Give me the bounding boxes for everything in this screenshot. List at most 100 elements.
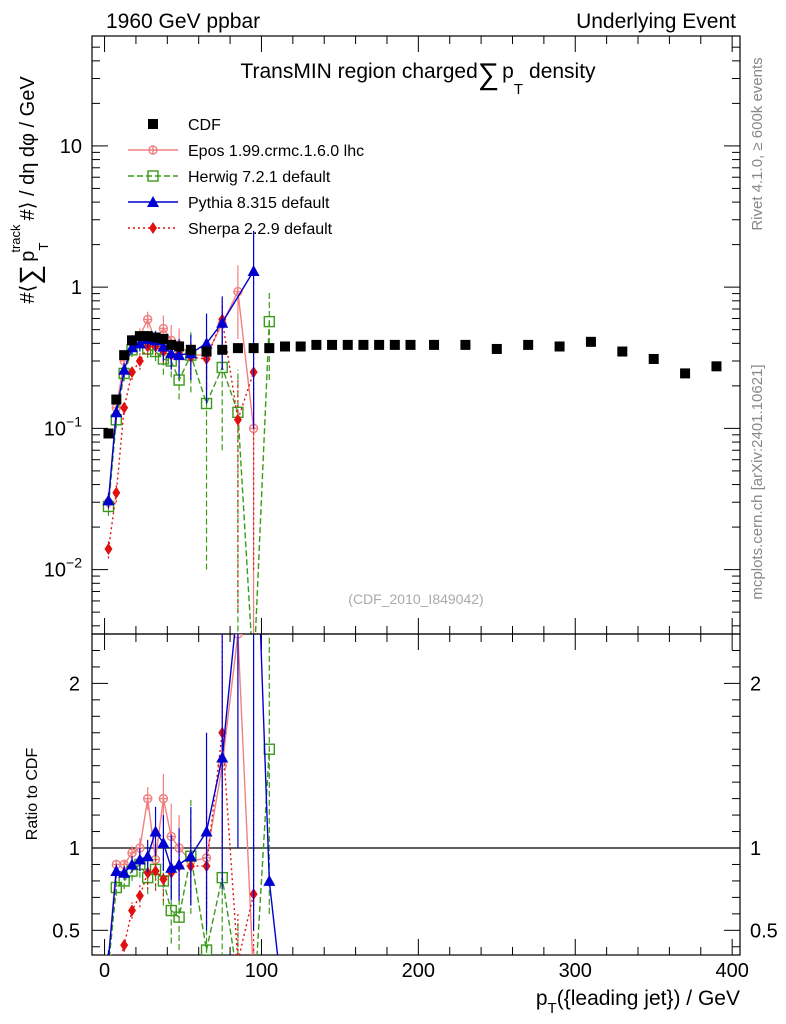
main-point-sherpa: [135, 354, 144, 367]
main-point-pythia: [173, 349, 186, 361]
main-ytick-label: 10−1: [44, 413, 82, 440]
ratio-point-pythia: [118, 866, 131, 878]
main-point-cdf: [248, 343, 259, 354]
x-axis-label: pT({leading jet}) / GeV: [536, 987, 740, 1017]
legend-marker-epos: [148, 145, 158, 155]
ratio-series: [104, 634, 279, 1018]
ratio-point-sherpa: [128, 904, 137, 917]
main-point-cdf: [119, 350, 130, 361]
main-point-sherpa: [128, 366, 137, 379]
main-point-cdf: [174, 341, 185, 352]
legend-item-sherpa: Sherpa 2.2.9 default: [128, 221, 333, 238]
ratio-point-pythia: [216, 751, 229, 763]
main-point-cdf: [617, 346, 628, 357]
ratio-point-herwig: [110, 881, 123, 894]
main-point-cdf: [158, 333, 169, 344]
main-point-cdf: [358, 339, 369, 350]
ratio-point-sherpa: [120, 939, 129, 952]
main-point-pythia: [110, 406, 123, 418]
main-series-epos: [103, 265, 259, 634]
watermark: (CDF_2010_I849042): [348, 591, 483, 607]
main-point-cdf: [103, 428, 114, 439]
legend: CDF Epos 1.99.crmc.1.6.0 lhc Herwig 7.2.1 …: [128, 117, 364, 238]
main-point-herwig: [263, 315, 275, 328]
main-point-sherpa: [120, 401, 129, 414]
legend-label: Epos 1.99.crmc.1.6.0 lhc: [188, 143, 364, 160]
main-point-cdf: [374, 339, 385, 350]
ratio-point-herwig: [249, 1008, 259, 1018]
ratio-ytick-label-right: 2: [750, 673, 761, 695]
ratio-line-epos: [108, 634, 254, 955]
ratio-point-pythia: [141, 850, 154, 862]
main-ytick-label: 10: [60, 136, 82, 158]
legend-item-epos: Epos 1.99.crmc.1.6.0 lhc: [128, 143, 364, 160]
ratio-point-sherpa: [159, 873, 168, 886]
legend-label: CDF: [188, 117, 221, 134]
main-ytick-label: 10−2: [44, 555, 82, 582]
mcplots-label: mcplots.cern.ch [arXiv:2401.10621]: [749, 364, 766, 599]
ratio-series-pythia: [106, 634, 279, 955]
ratio-point-pythia: [149, 825, 162, 837]
legend-marker-cdf: [148, 119, 158, 129]
main-series: [102, 230, 722, 634]
main-point-cdf: [185, 344, 196, 355]
header-right: Underlying Event: [576, 10, 736, 33]
ratio-series-epos: [105, 634, 255, 955]
ratio-ylabel: Ratio to CDF: [24, 748, 41, 841]
main-point-cdf: [142, 331, 153, 342]
ratio-point-sherpa: [104, 982, 112, 994]
main-point-cdf: [711, 361, 722, 372]
ratio-point-herwig: [200, 944, 213, 955]
x-tick-label: 200: [402, 960, 435, 982]
ratio-panel: Ratio to CDF pT({leading jet}) / GeV 0.5…: [24, 633, 778, 1018]
main-point-cdf: [111, 394, 122, 405]
main-point-cdf: [134, 331, 145, 342]
ratio-ytick-label-right: 1: [750, 838, 761, 860]
main-point-cdf: [295, 341, 306, 352]
ratio-point-pythia: [106, 952, 110, 955]
main-point-pythia: [118, 363, 131, 375]
ratio-point-epos: [142, 793, 153, 804]
x-tick-label: 0: [99, 960, 110, 982]
ratio-frame: [91, 633, 741, 956]
ratio-point-herwig: [173, 911, 185, 923]
ratio-ytick-label: 2: [69, 673, 80, 695]
main-point-cdf: [523, 339, 534, 350]
ratio-point-pythia: [184, 850, 197, 862]
main-point-cdf: [554, 341, 565, 352]
main-point-cdf: [680, 368, 691, 379]
main-point-cdf: [327, 339, 338, 350]
ratio-point-sherpa: [234, 956, 242, 968]
ratio-line-sherpa: [120, 732, 255, 955]
header-left: 1960 GeV ppbar: [106, 10, 260, 33]
main-point-epos: [142, 314, 153, 325]
ratio-point-sherpa: [112, 970, 120, 982]
ratio-point-epos: [127, 848, 137, 858]
main-point-pythia: [165, 347, 178, 359]
main-point-cdf: [585, 336, 596, 347]
x-tick-label: 100: [245, 960, 278, 982]
ratio-point-sherpa: [151, 865, 160, 878]
x-tick-label: 300: [559, 960, 592, 982]
main-point-cdf: [166, 339, 177, 350]
main-point-cdf: [279, 341, 290, 352]
main-point-cdf: [429, 339, 440, 350]
main-point-cdf: [264, 343, 275, 354]
main-point-epos: [158, 323, 169, 334]
ratio-point-pythia: [157, 837, 170, 849]
legend-marker-pythia: [147, 196, 159, 207]
ratio-series-herwig: [108, 634, 275, 1018]
rivet-label: Rivet 4.1.0, ≥ 600k events: [749, 57, 766, 230]
main-point-pythia: [200, 337, 213, 349]
legend-item-cdf: CDF: [148, 117, 221, 134]
main-point-pythia: [102, 494, 115, 506]
ratio-point-pythia: [263, 874, 276, 886]
main-line-herwig: [107, 321, 270, 634]
main-title: TransMIN region charged∑ pTdensity: [240, 58, 596, 98]
ratio-ytick-label-right: 0.5: [750, 920, 778, 942]
ratio-point-herwig: [165, 904, 177, 917]
main-point-cdf: [232, 343, 243, 354]
legend-item-pythia: Pythia 8.315 default: [128, 195, 330, 212]
main-point-cdf: [405, 339, 416, 350]
main-point-cdf: [389, 339, 400, 350]
